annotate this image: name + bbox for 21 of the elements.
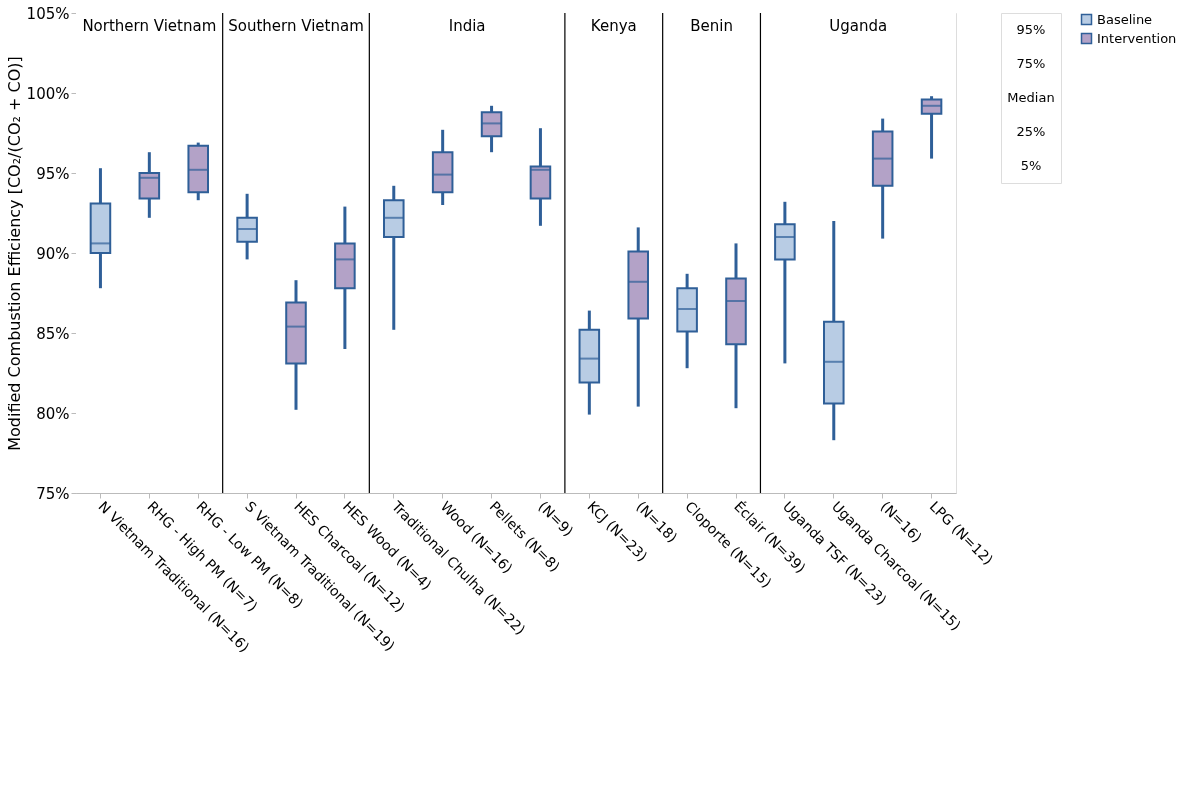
y-tick-label: 85% xyxy=(36,324,70,343)
text: 25% xyxy=(1016,124,1046,139)
legend-label: Baseline xyxy=(1097,11,1153,27)
band-label: Northern Vietnam xyxy=(82,17,217,35)
band-label: Southern Vietnam xyxy=(228,17,364,35)
band-label: India xyxy=(448,17,486,35)
y-axis-title: Modified Combustion Efficiency [CO₂/(CO₂ + CO)] xyxy=(4,56,24,451)
y-tick-label: 105% xyxy=(26,4,70,23)
text: 95% xyxy=(1016,22,1046,37)
y-tick-label: 90% xyxy=(36,244,70,263)
y-tick-label: 95% xyxy=(36,164,70,183)
text: Median xyxy=(1007,90,1055,105)
band-label: Kenya xyxy=(590,17,637,35)
y-tick-label: 80% xyxy=(36,404,70,423)
y-tick-label: 75% xyxy=(36,484,70,503)
legend-label: Intervention xyxy=(1097,30,1177,46)
text: 75% xyxy=(1016,56,1046,71)
band-label: Uganda xyxy=(829,17,888,35)
text: 5% xyxy=(1020,158,1042,173)
band-label: Benin xyxy=(690,17,733,35)
y-tick-label: 100% xyxy=(26,84,70,103)
